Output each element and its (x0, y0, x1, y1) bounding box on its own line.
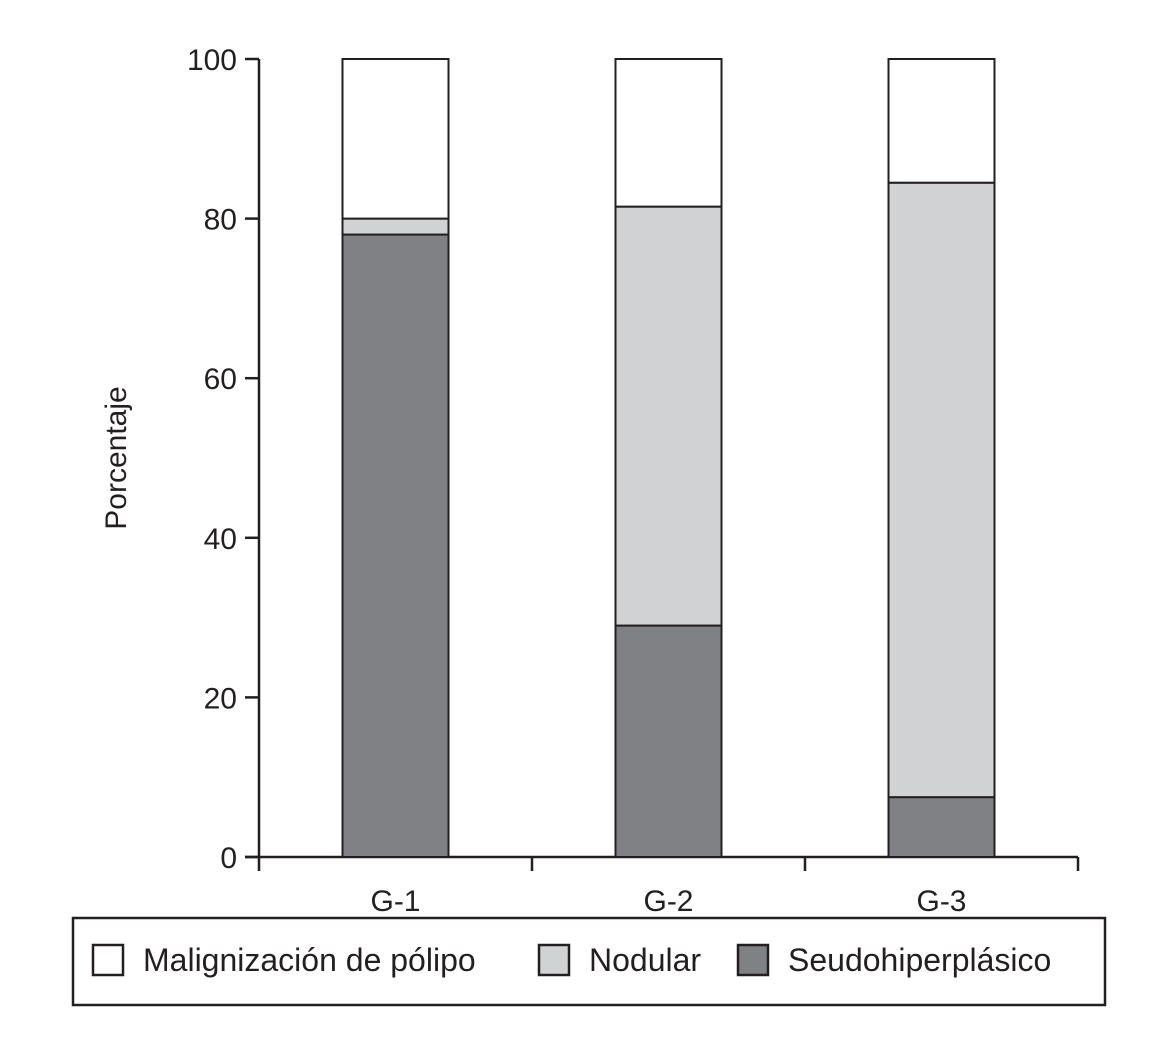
bar-segment (341, 233, 450, 858)
x-tick-label: G-2 (643, 885, 693, 918)
y-tick-label: 40 (204, 523, 237, 556)
y-tick-label: 80 (204, 204, 237, 237)
y-axis: 0 20 40 60 80 100 (187, 44, 261, 875)
y-axis-title: Porcentaje (100, 386, 133, 529)
y-tick-label: 60 (204, 363, 237, 396)
legend: Malignización de pólipo Nodular Seudohiper… (71, 916, 1107, 1007)
bar-segment (887, 796, 996, 859)
y-tick-label: 0 (220, 842, 237, 875)
legend-swatch (537, 943, 571, 977)
legend-label: Nodular (589, 942, 701, 978)
bar-segment (614, 58, 723, 208)
y-tick-label: 100 (187, 44, 237, 77)
legend-swatch (91, 943, 125, 977)
x-tick-label: G-3 (916, 885, 966, 918)
legend-label: Malignización de pólipo (143, 942, 476, 978)
bar-segment (614, 205, 723, 627)
bar-segment (341, 217, 450, 236)
bar-segment (614, 624, 723, 859)
x-tick-label: G-1 (370, 885, 420, 918)
bar-segment (887, 58, 996, 184)
bars (341, 58, 996, 859)
y-tick-label: 20 (204, 682, 237, 715)
legend-label: Seudohiperplásico (788, 942, 1051, 978)
legend-box (71, 916, 1107, 1007)
bar-segment (341, 58, 450, 220)
bar-segment (887, 181, 996, 799)
legend-swatch (736, 943, 770, 977)
x-axis: G-1 G-2 G-3 (245, 855, 1080, 918)
